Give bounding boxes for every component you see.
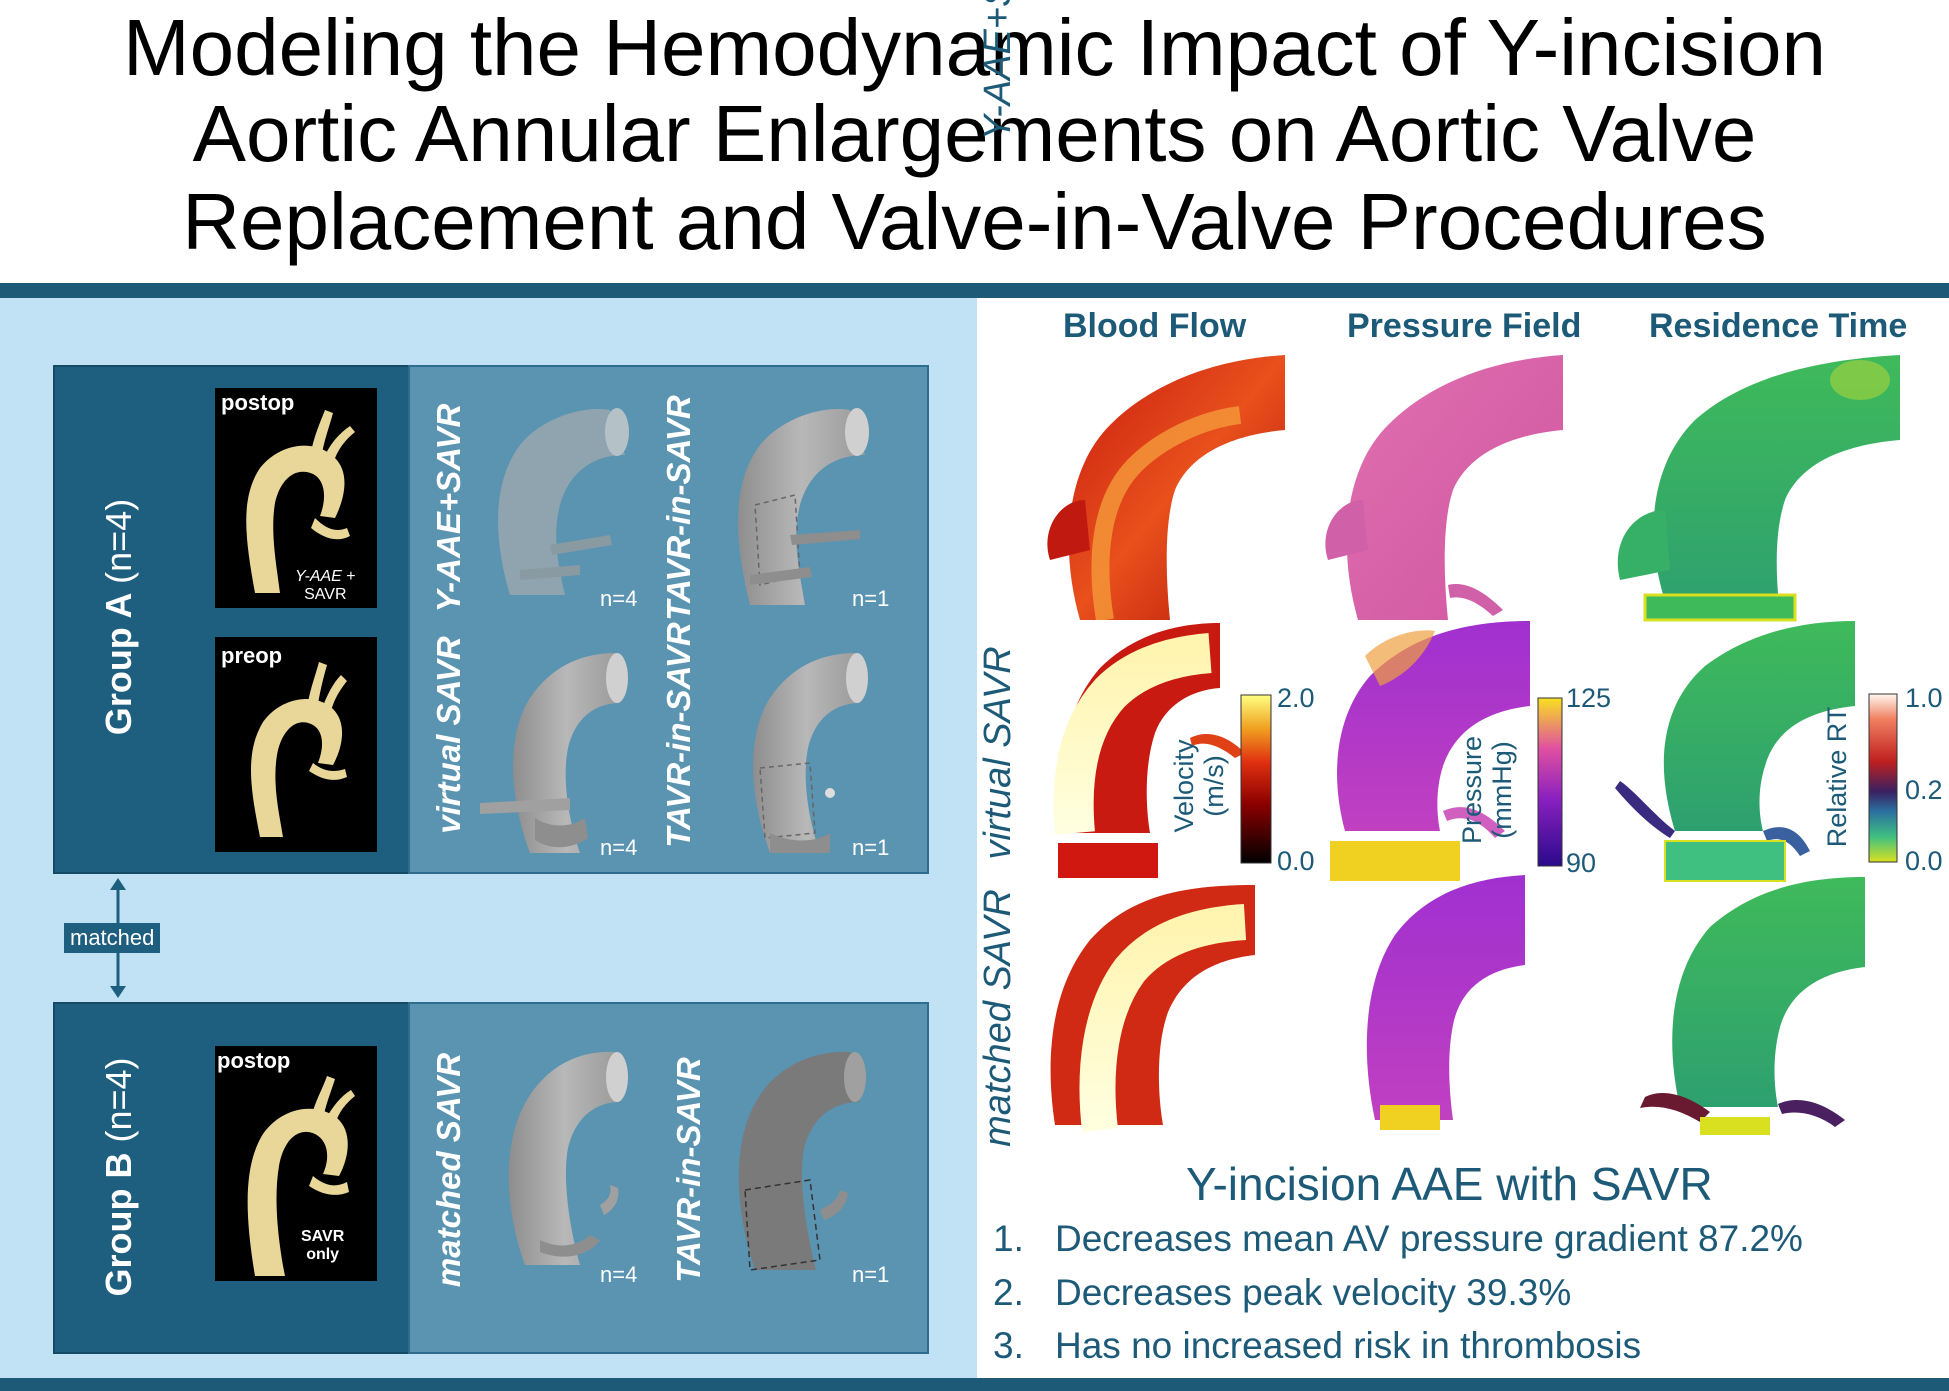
column-header-residence-time: Residence Time — [1649, 307, 1908, 345]
aorta-model-tavr-b — [738, 1051, 866, 1271]
conclusion-item-3: 3. Has no increased risk in thrombosis — [993, 1325, 1642, 1366]
flow-map-matched-savr — [1050, 885, 1255, 1133]
conclusion-title: Y-incision AAE with SAVR — [1186, 1158, 1713, 1210]
colorbar-velocity — [1240, 694, 1272, 864]
group-a-postop-image: postop Y-AAE + SAVR — [215, 388, 377, 608]
column-header-pressure-field: Pressure Field — [1347, 307, 1582, 345]
aorta-yellow-preop — [250, 662, 347, 837]
matched-label: matched — [64, 923, 161, 953]
rt-map-matched-savr — [1640, 877, 1865, 1135]
colorbar-rt-title: Relative RT — [1822, 706, 1852, 848]
colorbar-rt — [1868, 693, 1898, 863]
n-count-a3: n=4 — [600, 835, 638, 860]
title-line-3: Replacement and Valve-in-Valve Procedure… — [182, 177, 1767, 266]
colorbar-velocity-max: 2.0 — [1277, 683, 1315, 713]
colorbar-pressure — [1537, 697, 1563, 867]
n-count-a1: n=4 — [600, 586, 638, 611]
n-count-b2: n=1 — [852, 1262, 890, 1287]
page-title: Modeling the Hemodynamic Impact of Y-inc… — [0, 0, 1949, 280]
model-label-virtual-savr: virtual SAVR — [430, 636, 467, 834]
postop-caption-a: Y-AAE + SAVR — [295, 568, 356, 603]
colorbar-velocity-min: 0.0 — [1277, 846, 1315, 876]
rt-map-yaae-savr — [1617, 355, 1900, 622]
group-a-preop-image: preop — [215, 637, 377, 852]
model-label-tavr-in-savr-b: TAVR-in-SAVR — [670, 1057, 707, 1283]
aorta-model-tavr-a2 — [753, 653, 868, 853]
colorbar-pressure-title: Pressure (mmHg) — [1457, 735, 1517, 845]
model-label-tavr-in-savr-a2: TAVR-in-SAVR — [660, 622, 697, 848]
pressure-map-yaae-savr — [1325, 355, 1563, 620]
colorbar-velocity-title: Velocity (m/s) — [1169, 739, 1229, 833]
row-label-matched-savr: matched SAVR — [977, 889, 1019, 1147]
aorta-model-yaae-savr — [498, 408, 629, 595]
pressure-map-matched-savr — [1366, 875, 1525, 1130]
title-line-1: Modeling the Hemodynamic Impact of Y-inc… — [122, 3, 1827, 92]
title-line-2: Aortic Annular Enlargements on Aortic Va… — [192, 89, 1757, 178]
colorbar-pressure-max: 125 — [1566, 683, 1612, 713]
postop-label-b: postop — [217, 1048, 291, 1073]
flow-map-virtual-savr — [1053, 623, 1245, 878]
aorta-yellow-postop-a — [246, 410, 355, 593]
conclusion-item-1: 1. Decreases mean AV pressure gradient 87… — [993, 1218, 1803, 1259]
top-band — [0, 283, 1949, 298]
flow-map-yaae-savr — [1047, 355, 1285, 620]
aorta-yellow-postop-b — [247, 1076, 355, 1276]
group-b-label: Group B (n=4) — [98, 1057, 139, 1297]
n-count-a4: n=1 — [852, 835, 890, 860]
aorta-model-virtual-savr — [480, 653, 628, 853]
postop-caption-b: SAVR only — [301, 1228, 345, 1263]
group-b-postop-image: postop SAVR only — [215, 1046, 377, 1281]
row-label-virtual-savr: virtual SAVR — [977, 646, 1019, 860]
row-label-yaae-savr: Y-AAE+SAVR — [977, 0, 1019, 141]
rt-map-virtual-savr — [1615, 621, 1855, 882]
conclusion-item-2: 2. Decreases peak velocity 39.3% — [993, 1272, 1572, 1313]
model-label-matched-savr: matched SAVR — [430, 1052, 467, 1288]
aorta-model-matched-savr — [508, 1051, 628, 1265]
colorbar-rt-max: 1.0 — [1905, 683, 1943, 713]
pressure-map-virtual-savr — [1330, 621, 1530, 881]
postop-label-a: postop — [221, 390, 295, 415]
bottom-band — [0, 1378, 1949, 1391]
preop-label: preop — [221, 643, 283, 668]
group-a-label: Group A (n=4) — [98, 498, 139, 736]
n-count-b1: n=4 — [600, 1262, 638, 1287]
colorbar-rt-mid: 0.2 — [1905, 775, 1943, 805]
column-header-blood-flow: Blood Flow — [1063, 307, 1247, 345]
aorta-model-tavr-a1 — [738, 408, 869, 605]
colorbar-pressure-min: 90 — [1566, 848, 1597, 878]
colorbar-rt-min: 0.0 — [1905, 846, 1943, 876]
n-count-a2: n=1 — [852, 586, 890, 611]
